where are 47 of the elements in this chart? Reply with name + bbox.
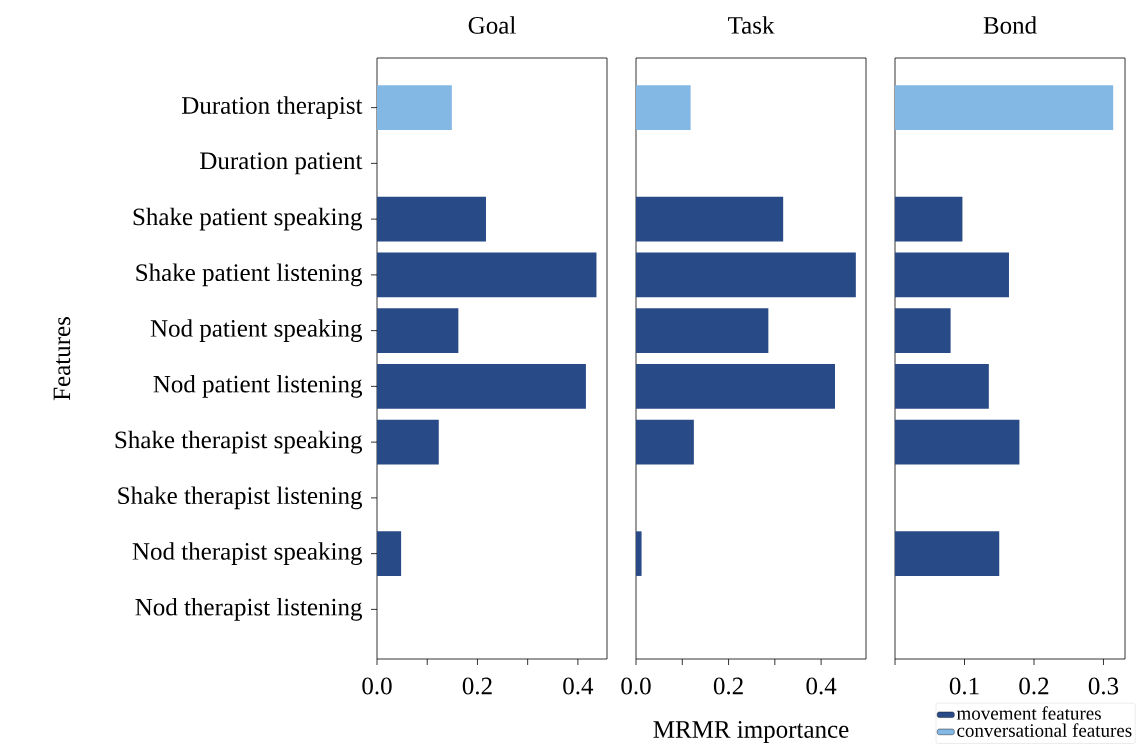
bar: [636, 196, 784, 242]
y-tick-label: Nod patient listening: [153, 375, 363, 398]
bar: [636, 85, 691, 130]
x-tick-label: 0.4: [563, 677, 594, 695]
bar: [895, 252, 1009, 298]
bar: [377, 419, 439, 465]
legend-label: movement features: [956, 706, 1101, 720]
chart-title: Task: [728, 16, 775, 34]
y-axis-title: Features: [53, 317, 71, 401]
bar: [377, 364, 586, 409]
x-tick-label: 0.2: [713, 677, 743, 695]
x-tick-label: 0.4: [806, 677, 837, 695]
bar: [377, 85, 452, 130]
bar: [895, 419, 1020, 465]
bar: [377, 531, 402, 576]
y-tick-label: Duration therapist: [181, 96, 363, 119]
y-tick-label: Shake therapist speaking: [115, 430, 363, 454]
bar: [636, 419, 694, 465]
x-tick-label: 0.1: [949, 677, 979, 695]
y-tick-label: Nod patient speaking: [150, 319, 363, 342]
bar: [636, 531, 642, 576]
bar: [895, 531, 1000, 576]
y-tick-label: Shake therapist listening: [118, 486, 363, 510]
bar: [895, 308, 951, 353]
bar: [636, 252, 856, 298]
x-tick-label: 0.2: [1019, 677, 1049, 695]
x-tick-label: 0.2: [462, 677, 492, 695]
x-tick-label: 0.0: [362, 677, 392, 695]
chart-title: Goal: [468, 16, 516, 34]
bar: [636, 308, 769, 353]
y-tick-label: Nod therapist listening: [135, 598, 363, 621]
bar: [636, 364, 836, 409]
bar: [895, 85, 1114, 130]
x-axis-title: MRMR importance: [653, 721, 849, 743]
bar: [895, 364, 989, 409]
bar: [895, 196, 963, 242]
y-tick-label: Shake patient listening: [136, 263, 363, 287]
y-tick-label: Duration patient: [200, 152, 363, 175]
y-tick-label: Nod therapist speaking: [132, 542, 363, 566]
bar: [377, 308, 459, 353]
chart-title: Bond: [983, 16, 1037, 34]
x-tick-label: 0.0: [621, 677, 651, 695]
bar: [377, 196, 486, 242]
y-tick-label: Shake patient speaking: [133, 207, 363, 231]
x-tick-label: 0.3: [1088, 677, 1119, 695]
bar: [377, 252, 597, 298]
legend-label: conversational features: [957, 723, 1132, 737]
